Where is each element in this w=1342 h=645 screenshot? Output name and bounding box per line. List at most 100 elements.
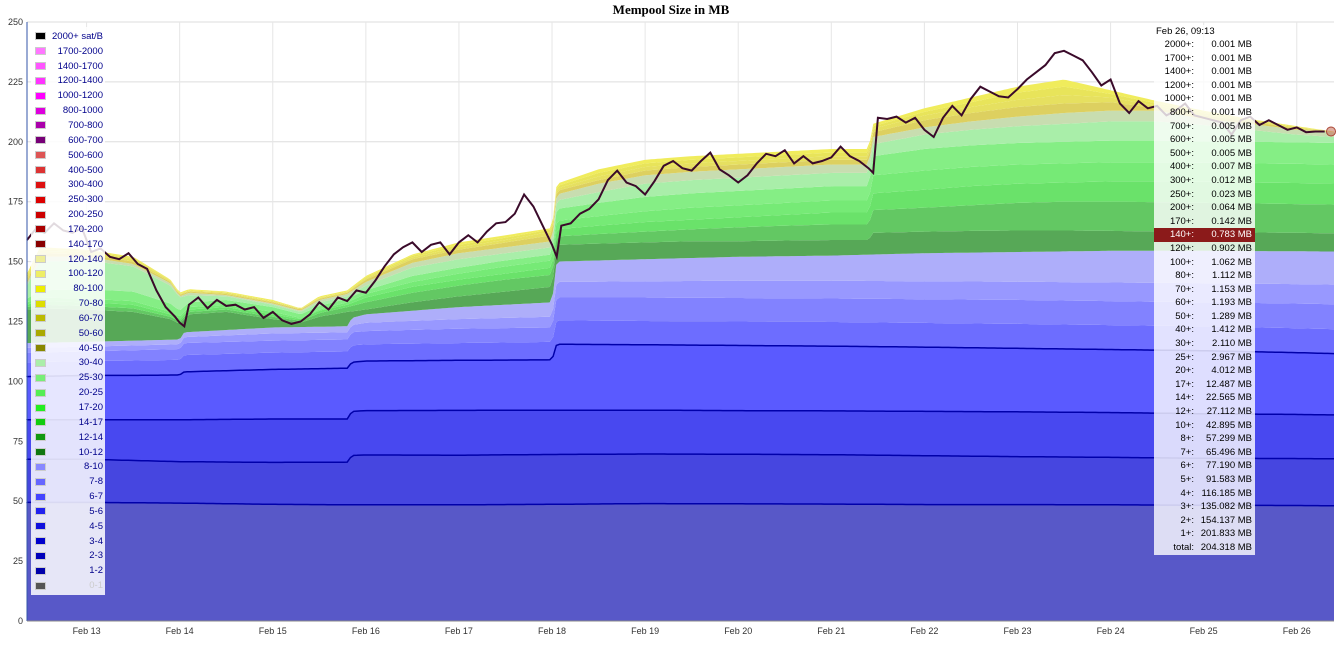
legend-item[interactable]: 250-300 (31, 192, 105, 207)
legend-item[interactable]: 50-60 (31, 326, 105, 341)
legend-item[interactable]: 6-7 (31, 489, 105, 504)
legend-item[interactable]: 100-120 (31, 267, 105, 282)
legend-item[interactable]: 700-800 (31, 118, 105, 133)
tooltip-row: 60+: 1.193 MB (1154, 296, 1255, 310)
tooltip-value: 0.142 MB (1211, 215, 1252, 227)
legend-item[interactable]: 2-3 (31, 549, 105, 564)
boundary-line-1-2 (26, 501, 1335, 507)
tooltip-row: 300+: 0.012 MB (1154, 174, 1255, 188)
legend-item[interactable]: 8-10 (31, 459, 105, 474)
area-band-6-7 (27, 297, 1334, 363)
x-tick-label: Feb 23 (1003, 626, 1031, 636)
legend-label: 400-500 (68, 164, 103, 176)
tooltip-row: 40+: 1.412 MB (1154, 323, 1255, 337)
legend-label: 1400-1700 (57, 60, 103, 72)
legend-item[interactable]: 3-4 (31, 534, 105, 549)
legend-label: 600-700 (68, 134, 103, 146)
tooltip-key: 1000+: (1164, 93, 1194, 105)
legend-label: 140-170 (68, 238, 103, 250)
tooltip-value: 1.193 MB (1211, 297, 1252, 309)
legend-swatch (35, 121, 46, 130)
legend-swatch (35, 418, 46, 427)
x-tick-label: Feb 18 (538, 626, 566, 636)
tooltip-row: 250+: 0.023 MB (1154, 188, 1255, 202)
legend-item[interactable]: 600-700 (31, 133, 105, 148)
tooltip-value: 22.565 MB (1206, 392, 1252, 404)
legend-label: 2-3 (89, 550, 103, 562)
legend-item[interactable]: 17-20 (31, 400, 105, 415)
legend-item[interactable]: 7-8 (31, 474, 105, 489)
y-tick-label: 25 (13, 556, 23, 566)
tooltip-row: 1400+: 0.001 MB (1154, 65, 1255, 79)
y-tick-label: 50 (13, 496, 23, 506)
legend-item[interactable]: 1-2 (31, 563, 105, 578)
x-tick-label: Feb 13 (73, 626, 101, 636)
legend-item[interactable]: 2000+ sat/B (31, 29, 105, 44)
tooltip-value: 0.783 MB (1211, 229, 1252, 241)
tooltip-value: 27.112 MB (1206, 406, 1252, 418)
legend-item[interactable]: 1400-1700 (31, 59, 105, 74)
tooltip-key: 800+: (1169, 106, 1194, 118)
legend-item[interactable]: 60-70 (31, 311, 105, 326)
legend-item[interactable]: 1700-2000 (31, 44, 105, 59)
tooltip-value: 65.496 MB (1206, 446, 1252, 458)
tooltip-key: 4+: (1180, 487, 1194, 499)
tooltip-value: 0.001 MB (1211, 93, 1252, 105)
legend-label: 17-20 (78, 402, 103, 414)
legend-item[interactable]: 0-1 (31, 578, 105, 593)
legend-swatch (35, 240, 46, 249)
legend-item[interactable]: 140-170 (31, 237, 105, 252)
boundary-line-3-4 (26, 409, 1334, 421)
x-tick-label: Feb 25 (1190, 626, 1218, 636)
legend-item[interactable]: 10-12 (31, 445, 105, 460)
legend-item[interactable]: 40-50 (31, 341, 105, 356)
x-tick-label: Feb 16 (352, 626, 380, 636)
legend-item[interactable]: 4-5 (31, 519, 105, 534)
legend-item[interactable]: 800-1000 (31, 103, 105, 118)
y-tick-label: 150 (8, 257, 23, 267)
legend-item[interactable]: 70-80 (31, 296, 105, 311)
tooltip-value: 2.967 MB (1211, 351, 1252, 363)
legend-swatch (35, 136, 46, 145)
tooltip-key: 3+: (1180, 501, 1194, 513)
legend-item[interactable]: 120-140 (31, 252, 105, 267)
legend-item[interactable]: 400-500 (31, 163, 105, 178)
legend-item[interactable]: 80-100 (31, 281, 105, 296)
legend-label: 100-120 (68, 268, 103, 280)
tooltip-row: 400+: 0.007 MB (1154, 160, 1255, 174)
area-band-7-8 (27, 280, 1334, 353)
tooltip-row: 170+: 0.142 MB (1154, 215, 1255, 229)
legend-item[interactable]: 20-25 (31, 385, 105, 400)
legend-item[interactable]: 1200-1400 (31, 74, 105, 89)
tooltip-key: 1400+: (1164, 66, 1194, 78)
legend-item[interactable]: 300-400 (31, 177, 105, 192)
tooltip-row: 1+: 201.833 MB (1154, 527, 1255, 541)
legend-item[interactable]: 500-600 (31, 148, 105, 163)
legend-swatch (35, 329, 46, 338)
legend-label: 1700-2000 (57, 45, 103, 57)
tooltip-value: 1.153 MB (1211, 283, 1252, 295)
legend-item[interactable]: 30-40 (31, 356, 105, 371)
tooltip-row: 50+: 1.289 MB (1154, 310, 1255, 324)
tooltip-key: 25+: (1175, 351, 1194, 363)
legend-item[interactable]: 12-14 (31, 430, 105, 445)
tooltip-value: 0.012 MB (1211, 174, 1252, 186)
tooltip-row: 10+: 42.895 MB (1154, 419, 1255, 433)
legend-swatch (35, 76, 46, 85)
tooltip-value: 201.833 MB (1200, 528, 1252, 540)
legend-swatch (35, 403, 46, 412)
legend-swatch (35, 299, 46, 308)
legend-item[interactable]: 200-250 (31, 207, 105, 222)
tooltip-value: 0.001 MB (1211, 106, 1252, 118)
legend-label: 20-25 (78, 387, 103, 399)
legend-item[interactable]: 14-17 (31, 415, 105, 430)
legend-item[interactable]: 5-6 (31, 504, 105, 519)
legend-label: 3-4 (89, 535, 103, 547)
legend-item[interactable]: 25-30 (31, 370, 105, 385)
tooltip-value: 135.082 MB (1200, 501, 1252, 513)
legend-item[interactable]: 170-200 (31, 222, 105, 237)
legend-item[interactable]: 1000-1200 (31, 88, 105, 103)
legend-swatch (35, 32, 46, 41)
tooltip-value: 204.318 MB (1200, 541, 1252, 553)
